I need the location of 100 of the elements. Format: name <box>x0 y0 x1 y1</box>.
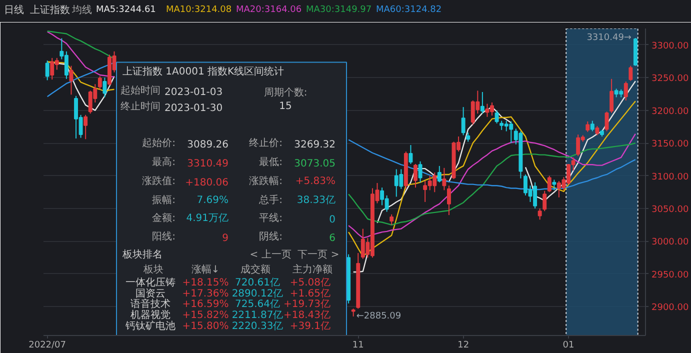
x-tick-label: 11 <box>352 340 364 350</box>
annotation: 语音技术 <box>130 298 170 310</box>
annotation: 总手: <box>258 194 283 206</box>
annotation: +16.59% <box>182 299 229 310</box>
candlestick <box>98 76 102 90</box>
annotation: 阳线: <box>152 230 176 243</box>
text: MA5:3244.61 <box>96 4 156 17</box>
candlestick <box>446 185 451 216</box>
candlestick <box>480 91 484 114</box>
annotation: 终止价: <box>249 137 283 150</box>
annotation: 金额: <box>152 212 176 224</box>
y-tick-label: 3050.00 <box>652 205 689 216</box>
annotation: 成交额 <box>240 263 270 276</box>
y-tick-label: 3250.00 <box>652 74 689 84</box>
annotation: 2220.33亿 <box>232 321 284 332</box>
annotation: 钙钛矿电池 <box>124 320 176 332</box>
annotation: 涨跌值: <box>142 175 176 188</box>
annotation: 720.61亿 <box>235 277 280 288</box>
candlestick <box>586 120 590 132</box>
annotation: +19.73亿 <box>283 299 331 310</box>
candlestick <box>390 214 394 226</box>
candlestick <box>542 190 547 212</box>
annotation: 一体化压铸 <box>126 276 176 288</box>
annotation: +180.06 <box>185 178 229 189</box>
x-tick-label: 12 <box>458 340 470 350</box>
annotation: ←2885.09 <box>356 311 402 322</box>
y-tick-label: 3150.00 <box>652 140 689 150</box>
y-tick-label: 2900.00 <box>652 303 689 314</box>
annotation: 4.91万亿 <box>186 212 228 224</box>
annotation: +18.15% <box>182 277 229 288</box>
annotation: 起始时间 <box>120 84 160 97</box>
annotation: +18.43亿 <box>283 310 331 322</box>
annotation: 725.64亿 <box>235 299 280 310</box>
annotation: 2890.12亿 <box>232 288 284 300</box>
annotation: +1.65亿 <box>290 288 331 300</box>
annotation: +5.08亿 <box>290 277 331 288</box>
annotation: 9 <box>222 233 229 244</box>
annotation: 下一页 > <box>298 250 340 261</box>
y-tick-label: 3300.00 <box>652 41 689 52</box>
candlestick <box>84 114 88 140</box>
annotation: +17.36% <box>182 288 229 300</box>
candlestick <box>45 60 50 81</box>
text: 均线 <box>72 4 92 18</box>
annotation: 最高: <box>152 156 176 168</box>
candlestick <box>437 165 442 183</box>
annotation: 上证指数 1A0001 指数K线区间统计 <box>122 66 284 78</box>
candlestick <box>69 65 74 96</box>
candlestick <box>552 179 556 191</box>
annotation: +39.1亿 <box>290 321 331 332</box>
annotation: 3269.32 <box>294 140 336 151</box>
annotation: 周期个数: <box>264 86 308 99</box>
candlestick <box>466 132 470 142</box>
candlestick <box>628 65 633 82</box>
candlestick <box>442 167 446 191</box>
annotation: 15 <box>279 101 292 112</box>
annotation: 板块 <box>142 263 164 276</box>
text: MA20:3164.06 <box>236 4 302 17</box>
annotation: 涨幅↓ <box>191 263 220 276</box>
candlestick <box>461 106 466 136</box>
y-tick-label: 2950.00 <box>652 270 689 280</box>
candlestick <box>610 78 614 114</box>
annotation: 国资云 <box>136 287 166 300</box>
x-tick-label: 01 <box>562 340 574 350</box>
candlestick <box>590 120 594 132</box>
annotation: 主力净额 <box>292 263 332 276</box>
annotation: 3310.49→ <box>586 33 632 43</box>
annotation: 平线: <box>259 212 283 224</box>
y-tick-label: 3200.00 <box>652 106 689 117</box>
chart-subtitle: 日线 <box>4 4 24 18</box>
annotation: 0 <box>329 214 336 226</box>
candlestick <box>102 77 107 98</box>
annotation: 板块排名 <box>122 248 162 261</box>
annotation: 机器视觉 <box>130 309 170 322</box>
candlestick <box>624 81 628 102</box>
annotation: 38.33亿 <box>296 194 336 206</box>
annotation: 6 <box>329 233 336 244</box>
annotation: 终止时间 <box>120 100 160 112</box>
text: MA60:3124.82 <box>376 4 442 17</box>
y-tick-label: 3100.00 <box>652 172 689 182</box>
annotation: 2023-01-30 <box>164 102 223 114</box>
annotation: 7.69% <box>196 194 229 206</box>
candlestick <box>595 126 600 136</box>
text: MA30:3149.97 <box>306 4 372 17</box>
annotation: 阴线: <box>259 230 283 243</box>
candlestick <box>408 144 413 164</box>
candlestick <box>604 111 609 132</box>
y-tick-label: 3000.00 <box>652 238 689 248</box>
annotation: 2023-01-03 <box>164 87 223 98</box>
candlestick <box>547 175 552 193</box>
annotation: 最低: <box>259 157 283 168</box>
annotation: +5.83% <box>295 176 336 188</box>
annotation: 3073.05 <box>294 158 336 170</box>
annotation: 振幅: <box>152 194 176 206</box>
annotation: +15.82% <box>182 310 229 322</box>
annotation: < 上一页 <box>250 248 292 261</box>
x-tick-label: 2022/07 <box>28 340 66 350</box>
annotation: 涨跌幅: <box>249 175 283 188</box>
candlestick <box>494 110 499 124</box>
candlestick <box>414 164 418 188</box>
candlestick <box>538 208 542 220</box>
